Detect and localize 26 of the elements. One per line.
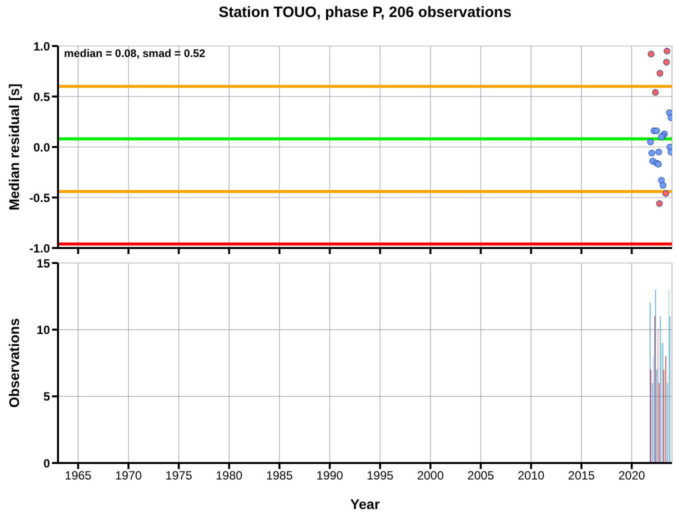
y-tick-label: -1.0: [29, 241, 50, 256]
y-axis-title: Median residual [s]: [6, 84, 22, 210]
x-tick-label: 1985: [266, 468, 294, 483]
y-tick-label: 0: [43, 456, 50, 470]
x-tick-label: 2000: [417, 468, 444, 483]
x-tick-label: 1975: [165, 468, 192, 483]
y-tick-label: 5: [43, 390, 50, 404]
chart-title: Station TOUO, phase P, 206 observations: [218, 4, 512, 21]
x-tick-label: 1965: [64, 468, 92, 483]
y-tick-label: -0.5: [29, 190, 50, 205]
y-tick-label: 1.0: [33, 39, 50, 54]
x-tick-label: 2020: [618, 468, 646, 483]
y-axis-title: Observations: [6, 318, 22, 408]
y-tick-label: 0.5: [33, 90, 50, 104]
x-tick-label: 1990: [316, 468, 344, 483]
x-tick-label: 2010: [518, 468, 545, 483]
x-tick-label: 2005: [467, 468, 494, 483]
x-tick-label: 2015: [568, 468, 596, 483]
y-tick-label: 0.0: [33, 140, 50, 154]
x-axis-title: Year: [350, 496, 380, 511]
annotation: median = 0.08, smad = 0.52: [64, 48, 206, 60]
y-tick-label: 15: [36, 256, 50, 270]
y-tick-label: 10: [36, 322, 50, 337]
x-tick-label: 1980: [216, 468, 243, 483]
x-tick-label: 1995: [366, 468, 394, 483]
x-tick-label: 1970: [115, 468, 142, 483]
